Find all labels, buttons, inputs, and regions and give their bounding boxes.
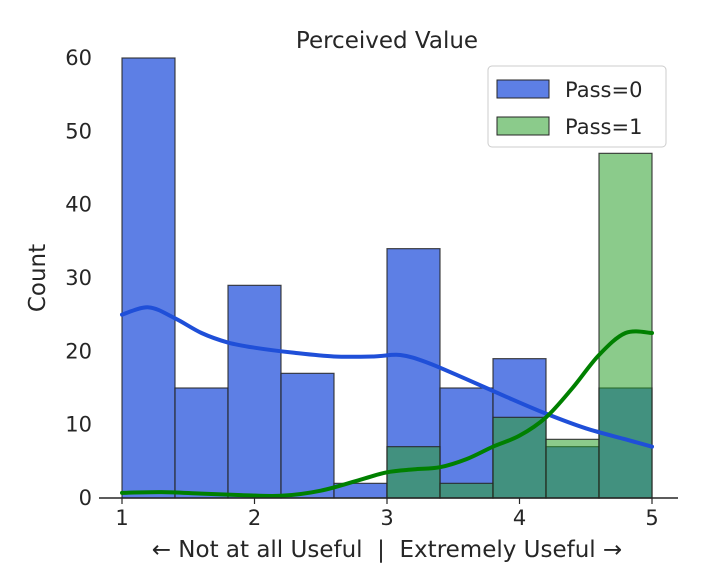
y-ticks: 0 10 20 30 40 50 60 (65, 46, 92, 510)
bar-pass-0-bin-3 (280, 372, 335, 499)
x-tick-label-2: 2 (248, 506, 261, 530)
legend-swatch-pass-1 (496, 116, 550, 136)
kde-line-pass-0 (120, 305, 654, 449)
legend: Pass=0 Pass=1 (487, 65, 667, 148)
y-tick-label-0: 0 (79, 486, 92, 510)
bar-pass-0-bin-0 (121, 57, 176, 499)
y-tick-label-30: 30 (65, 266, 92, 290)
chart-title: Perceived Value (296, 28, 478, 54)
kde-layer (120, 305, 654, 499)
y-tick-label-20: 20 (65, 339, 92, 363)
bar-pass-1-bin-8 (545, 438, 600, 499)
kde-line-pass-1 (120, 329, 654, 499)
bars-layer (121, 57, 653, 499)
y-tick-label-50: 50 (65, 119, 92, 143)
x-ticks: 1 2 3 4 5 (115, 498, 659, 530)
y-tick-label-10: 10 (65, 413, 92, 437)
x-tick-label-3: 3 (380, 506, 393, 530)
x-tick-label-5: 5 (645, 506, 658, 530)
bar-pass-1-bin-7 (492, 416, 547, 499)
x-axis-label: ← Not at all Useful | Extremely Useful → (152, 537, 623, 563)
legend-label-pass-1: Pass=1 (565, 115, 642, 139)
bar-pass-0-bin-1 (174, 387, 229, 499)
legend-label-pass-0: Pass=0 (565, 78, 642, 102)
legend-swatch-pass-0 (496, 79, 550, 99)
y-tick-label-60: 60 (65, 46, 92, 70)
bar-pass-0-bin-2 (227, 284, 282, 499)
y-tick-label-40: 40 (65, 193, 92, 217)
bar-pass-1-bin-6 (439, 482, 494, 499)
x-tick-label-4: 4 (513, 506, 526, 530)
y-axis-label: Count (25, 244, 51, 312)
x-tick-label-1: 1 (115, 506, 128, 530)
bar-pass-0-bin-6 (439, 387, 494, 499)
